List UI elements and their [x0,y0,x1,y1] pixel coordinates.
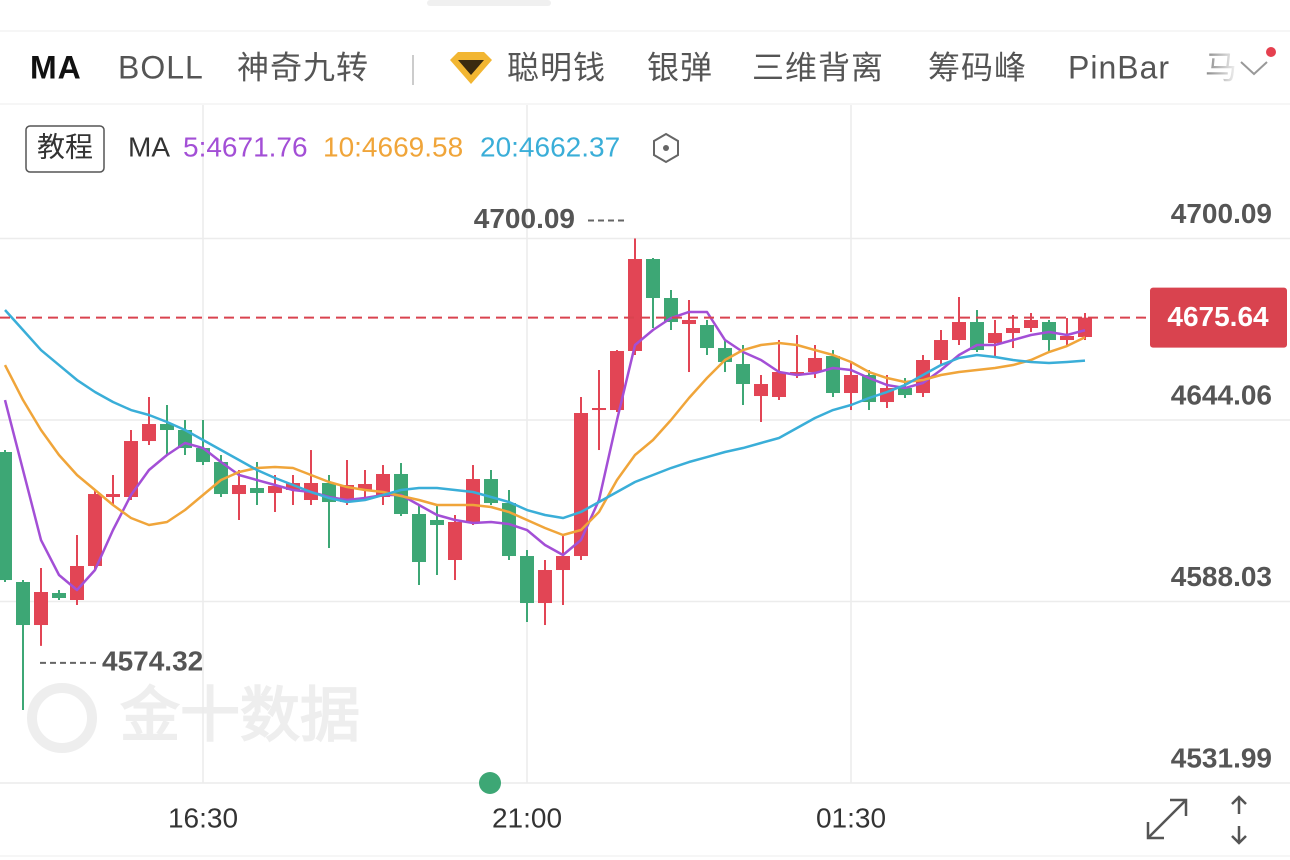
candle-body [862,375,876,403]
legend-entry: 20:4662.37 [480,131,620,162]
candle-body [34,592,48,626]
settings-icon[interactable] [653,132,679,164]
candle-body [592,408,606,411]
candle-body [160,424,174,431]
legend-entry: 10:4669.58 [323,131,463,162]
notice-dot [1266,47,1276,57]
candle-body [1078,317,1092,338]
candle-body [124,441,138,497]
candle-body [0,452,12,581]
ma-line [3,336,1086,537]
candle-body [1024,319,1038,328]
candle-body [466,479,480,523]
candle-body [700,325,714,349]
last-price-label: 4675.64 [1167,301,1269,332]
tab-fade [1190,40,1240,100]
candle-body [502,503,516,557]
candle-body [70,565,84,601]
diamond-icon [450,52,492,84]
candle-body [1006,327,1020,334]
candle-body [1060,335,1074,341]
candle-body [412,514,426,563]
min-annotation: 4574.32 [102,645,203,676]
candle-body [142,424,156,442]
candle-body [988,333,1002,343]
indicator-label: MA [128,131,170,162]
x-tick-label: 16:30 [168,802,238,833]
candle-body [52,593,66,598]
candle-body [628,258,642,351]
candle-body [574,412,588,557]
tab[interactable]: PinBar [1068,49,1170,85]
x-tick-label: 21:00 [492,802,562,833]
candle-body [340,485,354,503]
tutorial-label[interactable]: 教程 [37,131,93,162]
candle-body [772,372,786,397]
ma-line [4,309,1086,520]
candle-body [538,570,552,604]
candle-body [250,488,264,494]
event-dot[interactable] [479,772,501,794]
candle-body [286,483,300,490]
candle-body [430,519,444,526]
candle-body [610,350,624,411]
candle-body [736,364,750,385]
watermark: 金十数据 [27,682,360,753]
expand-icon[interactable] [1146,798,1188,840]
candle-body [826,356,840,394]
tab[interactable]: MA [30,49,82,85]
tab[interactable]: 聪明钱 [507,49,606,85]
candle-body [556,556,570,571]
y-tick-label: 4700.09 [1171,198,1272,229]
candle-body [898,388,912,396]
candle-body [808,357,822,373]
candle-body [88,494,102,566]
candle-body [106,494,120,497]
y-tick-label: 4588.03 [1171,561,1272,592]
ma-line [3,310,1086,592]
candle-body [844,375,858,394]
tab[interactable]: BOLL [118,49,204,85]
tab[interactable]: 银弹 [647,49,713,85]
candle-body [790,372,804,375]
top-handle [427,0,551,6]
tab-bar: MABOLL神奇九转聪明钱银弹三维背离筹码峰PinBar马 [30,49,1237,85]
last-price-box [1150,287,1287,348]
candle-body [970,322,984,351]
candle-body [682,319,696,325]
candle-body [646,258,660,299]
plot: 4531.99 4588.03 4644.06 4700.09 16:30 21:00 01… [0,105,1290,833]
candle-body [448,522,462,561]
candle-body [934,340,948,361]
candle-body [952,322,966,341]
tab[interactable]: 神奇九转 [237,49,369,85]
watermark-text: 金十数据 [120,682,360,749]
scale-icon[interactable] [1231,795,1247,845]
tab[interactable]: 三维背离 [752,49,884,85]
y-tick-label: 4531.99 [1171,742,1272,773]
x-tick-label: 01:30 [816,802,886,833]
candle-body [358,484,372,490]
y-tick-label: 4644.06 [1171,379,1272,410]
max-annotation: 4700.09 [474,203,575,234]
legend-entry: 5:4671.76 [183,131,308,162]
candle-body [214,462,228,495]
candle-body [232,485,246,495]
candle-body [754,384,768,397]
tutorial-button[interactable] [25,125,105,173]
tab[interactable]: 筹码峰 [928,49,1027,85]
candle-body [268,486,282,494]
candle-body [196,448,210,463]
more-chevron[interactable] [1240,61,1268,76]
candle-body [520,556,534,604]
candle-body [16,581,30,626]
